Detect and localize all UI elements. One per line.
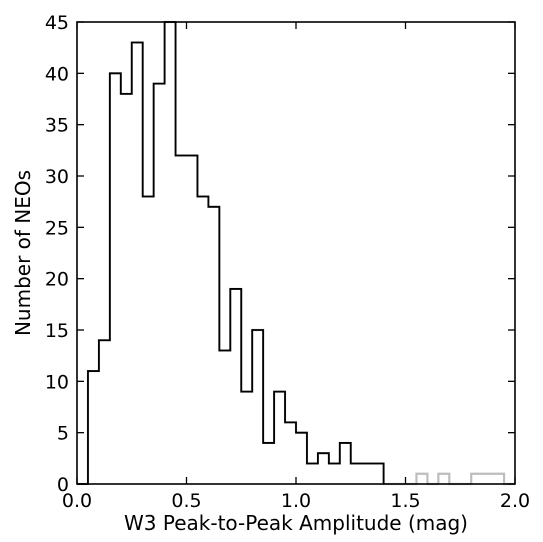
x-tick-label: 1.5 — [390, 490, 420, 512]
x-tick-label: 0.0 — [62, 490, 92, 512]
y-tick-label: 25 — [45, 217, 69, 239]
y-tick-label: 30 — [45, 166, 69, 188]
y-tick-label: 15 — [45, 320, 69, 342]
y-tick-label: 5 — [57, 423, 69, 445]
y-axis-title: Number of NEOs — [11, 170, 35, 336]
axis-ticks-layer — [76, 21, 516, 485]
x-tick-label: 0.5 — [171, 490, 201, 512]
y-tick-label: 20 — [45, 269, 69, 291]
x-tick-label: 2.0 — [500, 490, 530, 512]
y-tick-label: 45 — [45, 12, 69, 34]
y-tick-label: 35 — [45, 115, 69, 137]
x-axis-title: W3 Peak-to-Peak Amplitude (mag) — [124, 511, 468, 535]
x-tick-label: 1.0 — [281, 490, 311, 512]
histogram-series-layer — [77, 20, 515, 486]
tick-labels-layer: 0.0 0.5 1.0 1.5 2.0 0 5 10 15 20 25 30 35 40 45 — [45, 12, 530, 512]
y-tick-label: 40 — [45, 63, 69, 85]
y-tick-label: 10 — [45, 371, 69, 393]
histogram-series-2 — [77, 21, 385, 485]
y-tick-label: 0 — [57, 474, 69, 496]
